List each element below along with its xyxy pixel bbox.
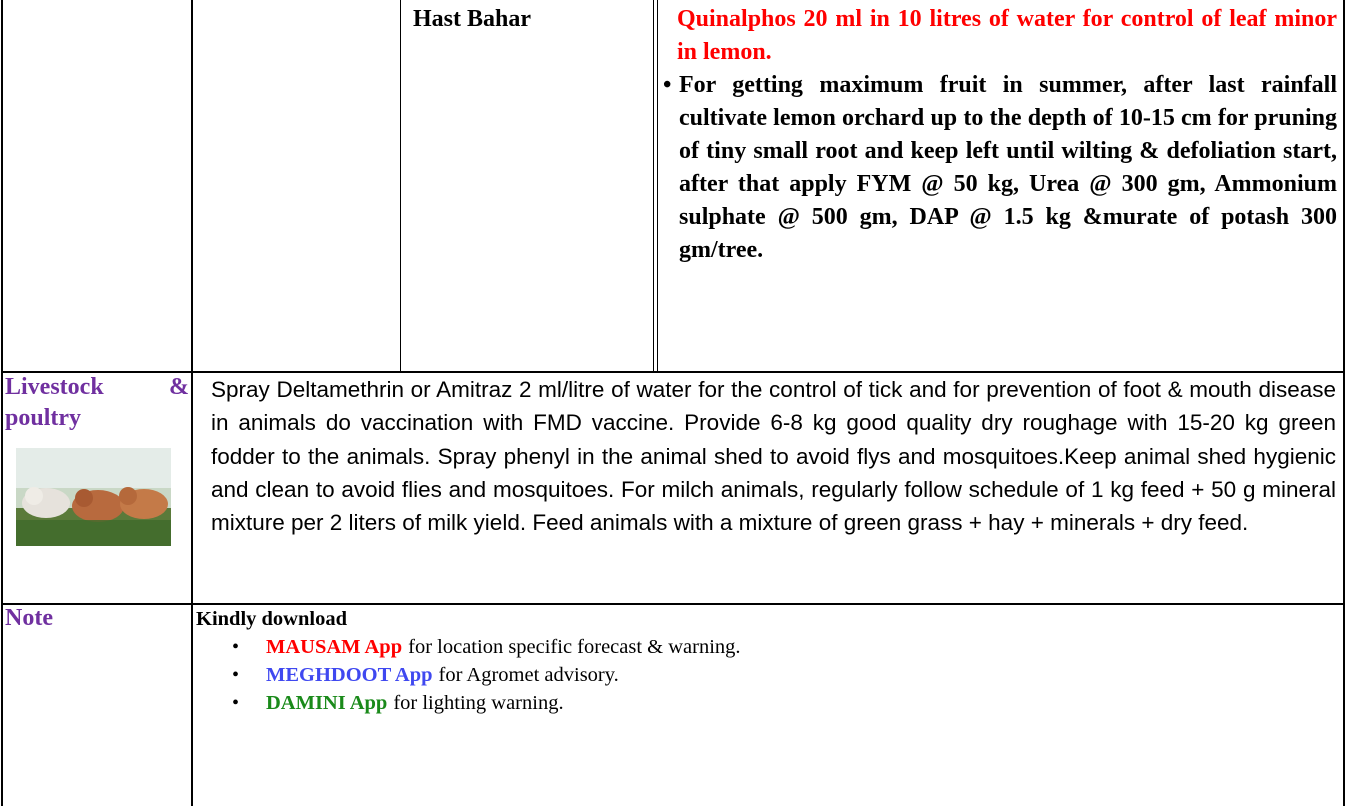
note-label: Note (5, 603, 185, 633)
livestock-label: Livestock & poultry (5, 372, 189, 434)
bullet: • (663, 69, 671, 102)
advice-cell: Quinalphos 20 ml in 10 litres of water f… (663, 3, 1337, 267)
border (1343, 0, 1345, 806)
border (653, 0, 654, 372)
season: Hast Bahar (413, 3, 643, 36)
app-desc: for Agromet advisory. (439, 664, 619, 686)
red-advice: Quinalphos 20 ml in 10 litres of water f… (663, 3, 1337, 69)
app-item: DAMINI App for lighting warning. (196, 689, 1336, 717)
border (400, 0, 401, 372)
app-name: DAMINI App (266, 692, 387, 714)
app-name: MEGHDOOT App (266, 664, 433, 686)
app-item: MEGHDOOT App for Agromet advisory. (196, 661, 1336, 689)
app-name: MAUSAM App (266, 636, 402, 658)
note-heading: Kindly download (196, 605, 1336, 633)
border (657, 0, 658, 372)
bullet-advice: • For getting maximum fruit in summer, a… (663, 69, 1337, 267)
cattle-image (16, 448, 171, 546)
page: {"row1": {"season": "Hast Bahar", "red_t… (0, 0, 1351, 806)
border (1, 0, 3, 806)
border (191, 0, 193, 806)
app-item: MAUSAM App for location specific forecast… (196, 633, 1336, 661)
note-content: Kindly download MAUSAM App for location s… (196, 605, 1336, 717)
app-desc: for lighting warning. (393, 692, 563, 714)
bullet-text: For getting maximum fruit in summer, aft… (679, 72, 1337, 263)
app-list: MAUSAM App for location specific forecast… (196, 633, 1336, 717)
livestock-text: Spray Deltamethrin or Amitraz 2 ml/litre… (211, 373, 1336, 539)
app-desc: for location specific forecast & warning… (408, 636, 740, 658)
